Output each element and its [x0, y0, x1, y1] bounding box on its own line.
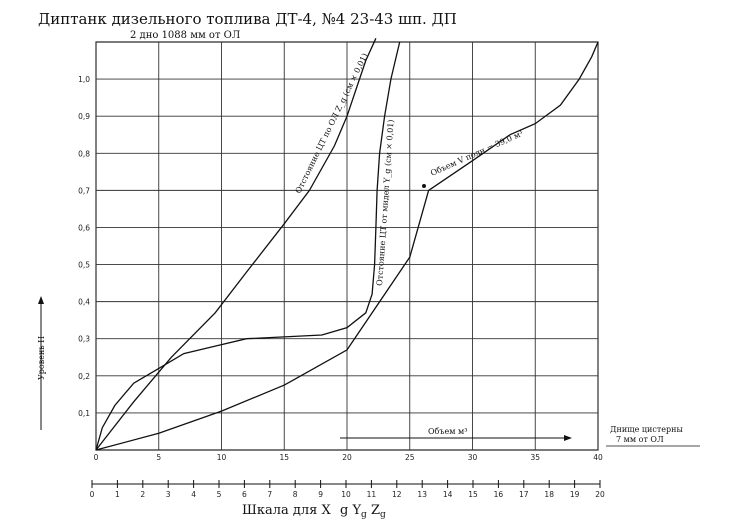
secondary-tick-label: 18 [544, 490, 554, 499]
y-axis-ticks: 0,1 0,2 0,3 0,4 0,5 0,6 0,7 0,8 0,9 1,0 [78, 75, 90, 418]
y-tick-label: 0,6 [78, 223, 90, 232]
secondary-tick-label: 5 [217, 490, 222, 499]
y-arrow-head [38, 296, 44, 304]
secondary-tick-label: 15 [468, 490, 478, 499]
series-line [95, 41, 401, 451]
secondary-scale-symbols: g Yg Zg [340, 503, 386, 520]
secondary-tick-label: 1 [115, 490, 120, 499]
x-tick-label: 40 [593, 453, 603, 462]
x-tick-label: 20 [342, 453, 352, 462]
secondary-tick-label: 9 [318, 490, 323, 499]
y-tick-label: 0,3 [78, 335, 90, 344]
volume-arrow-label: Объем м³ [428, 427, 467, 436]
y-tick-label: 0,1 [78, 409, 90, 418]
secondary-tick-label: 3 [166, 490, 171, 499]
chart-title: Диптанк дизельного топлива ДТ-4, №4 23-4… [38, 10, 457, 28]
secondary-tick-label: 7 [267, 490, 272, 499]
bottom-note-line1: Днище цистерны [610, 425, 683, 434]
secondary-tick-label: 17 [519, 490, 529, 499]
y-tick-label: 0,5 [78, 261, 90, 270]
secondary-tick-label: 6 [242, 490, 247, 499]
y-tick-label: 0,8 [78, 149, 90, 158]
series-line [95, 38, 377, 451]
bottom-note-line2: 7 мм от ОЛ [616, 435, 664, 444]
series-line [95, 41, 599, 451]
x-tick-label: 30 [468, 453, 478, 462]
secondary-tick-label: 12 [392, 490, 402, 499]
secondary-tick-label: 19 [570, 490, 580, 499]
x-axis-ticks: 0 5 10 15 20 25 30 35 40 [94, 453, 603, 462]
yg-series-label: Отстояние ЦТ от мидел Y_g (см × 0,01) [375, 119, 396, 286]
y-tick-label: 0,2 [78, 372, 90, 381]
y-tick-label: 1,0 [78, 75, 90, 84]
zg-series-label: Отстояние ЦТ по ОЛ Z_g (см × 0,01) [294, 52, 370, 195]
secondary-tick-label: 16 [494, 490, 504, 499]
grid-lines [95, 42, 599, 450]
x-tick-label: 25 [405, 453, 415, 462]
series-lines [95, 38, 599, 451]
x-tick-label: 35 [530, 453, 540, 462]
secondary-scale-label: Шкала для X [242, 503, 331, 518]
volume-arrow-head [564, 435, 572, 441]
full-volume-marker [422, 184, 426, 188]
secondary-tick-label: 4 [191, 490, 196, 499]
y-tick-label: 0,7 [78, 186, 90, 195]
secondary-tick-label: 0 [90, 490, 95, 499]
x-tick-label: 10 [217, 453, 227, 462]
secondary-tick-label: 13 [417, 490, 427, 499]
secondary-tick-label: 2 [140, 490, 145, 499]
chart-subtitle: 2 дно 1088 мм от ОЛ [130, 30, 240, 41]
y-tick-label: 0,4 [78, 298, 90, 307]
secondary-tick-label: 10 [341, 490, 351, 499]
x-tick-label: 5 [156, 453, 161, 462]
secondary-tick-label: 14 [443, 490, 453, 499]
x-tick-label: 15 [279, 453, 289, 462]
secondary-tick-label: 8 [293, 490, 298, 499]
y-tick-label: 0,9 [78, 112, 90, 121]
x-tick-label: 0 [94, 453, 99, 462]
secondary-tick-label: 11 [367, 490, 377, 499]
secondary-tick-label: 20 [595, 490, 605, 499]
secondary-scale-ticks: 0 1 2 3 4 5 6 7 8 9 10 11 12 13 14 15 16 17 18 19 20 [90, 480, 605, 499]
